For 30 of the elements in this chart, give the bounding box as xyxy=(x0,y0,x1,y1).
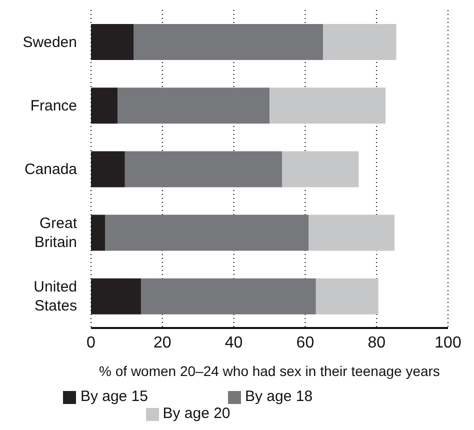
x-tick-label: 80 xyxy=(368,334,386,352)
x-tick-label: 0 xyxy=(86,334,96,352)
bar xyxy=(91,24,134,60)
bar xyxy=(124,151,282,188)
legend-label: By age 15 xyxy=(80,388,148,405)
bar xyxy=(316,278,378,314)
bar xyxy=(91,88,118,124)
legend-label: By age 18 xyxy=(245,388,313,405)
y-tick-label: Canada xyxy=(24,160,78,178)
bar xyxy=(308,214,394,251)
y-tick-label: Great Britain xyxy=(34,214,78,251)
bar xyxy=(323,24,396,60)
bar xyxy=(91,214,106,251)
bar xyxy=(105,214,309,251)
bar xyxy=(134,24,324,60)
x-axis-title: % of women 20–24 who had sex in their teenage years xyxy=(99,363,440,379)
bar xyxy=(282,151,359,188)
y-tick-label: Sweden xyxy=(22,33,77,50)
x-tick-label: 60 xyxy=(296,334,314,352)
bar xyxy=(91,151,125,188)
y-tick-label: France xyxy=(30,96,77,114)
bar xyxy=(140,278,316,314)
x-tick-label: 100 xyxy=(434,334,462,352)
legend-label: By age 20 xyxy=(162,405,230,422)
bar xyxy=(270,88,386,124)
y-tick-label: United States xyxy=(34,278,77,314)
bar xyxy=(118,88,270,124)
x-tick-label: 20 xyxy=(154,334,172,352)
x-tick-label: 40 xyxy=(224,334,243,352)
bar xyxy=(91,278,141,314)
